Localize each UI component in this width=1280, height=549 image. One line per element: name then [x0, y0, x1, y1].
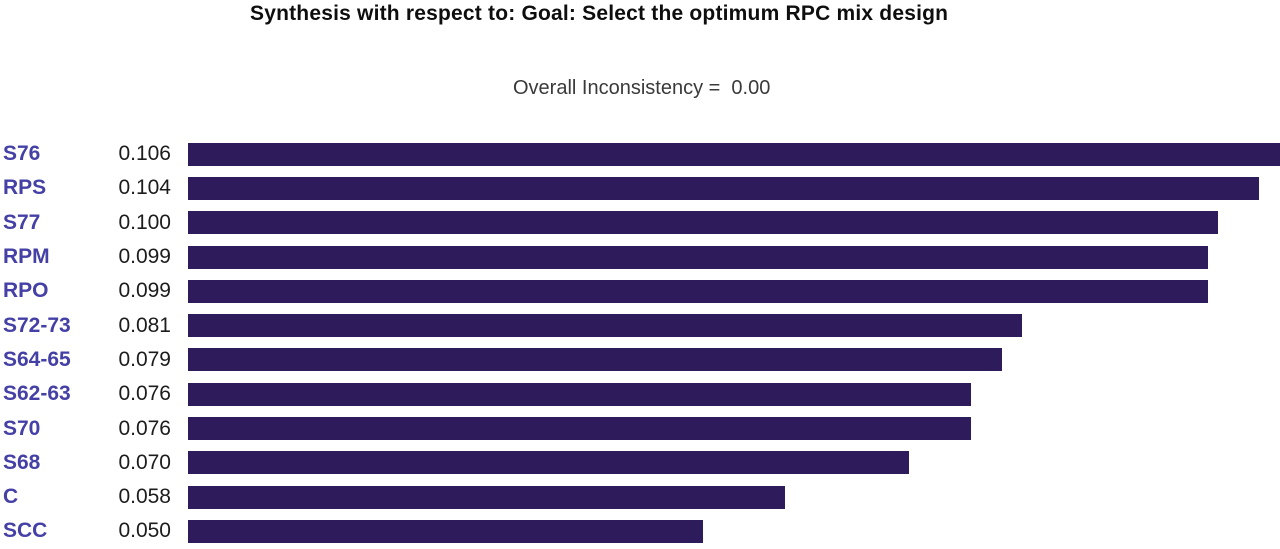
- chart-row: S72-73 0.081: [0, 308, 1280, 342]
- chart-row: S64-65 0.079: [0, 343, 1280, 377]
- chart-row: S62-63 0.076: [0, 377, 1280, 411]
- value-label: 0.081: [118, 313, 171, 337]
- value-label: 0.070: [118, 450, 171, 474]
- chart-row: RPM 0.099: [0, 240, 1280, 274]
- value-label: 0.100: [118, 210, 171, 234]
- priority-bar: [188, 211, 1218, 235]
- category-label: S62-63: [3, 382, 71, 406]
- value-label: 0.104: [118, 176, 171, 200]
- value-label: 0.076: [118, 382, 171, 406]
- category-label: S70: [3, 416, 41, 440]
- priority-bar: [188, 176, 1259, 200]
- overall-inconsistency-label: Overall Inconsistency = 0.00: [513, 77, 771, 99]
- category-label: RPS: [3, 176, 47, 200]
- value-label: 0.099: [118, 245, 171, 269]
- chart-row: SCC 0.050: [0, 514, 1280, 548]
- priority-bar: [188, 451, 909, 475]
- chart-row: S76 0.106: [0, 137, 1280, 171]
- category-label: S76: [3, 142, 41, 166]
- priority-bar: [188, 245, 1208, 269]
- value-label: 0.050: [118, 519, 171, 543]
- chart-row: RPO 0.099: [0, 274, 1280, 308]
- chart-title: Synthesis with respect to: Goal: Select …: [250, 2, 949, 25]
- value-label: 0.106: [118, 142, 171, 166]
- priority-bar: [188, 348, 1002, 372]
- category-label: RPM: [3, 245, 50, 269]
- priority-bar: [188, 142, 1280, 166]
- value-label: 0.076: [118, 416, 171, 440]
- category-label: S64-65: [3, 347, 71, 371]
- chart-row: S70 0.076: [0, 411, 1280, 445]
- category-label: C: [3, 485, 19, 509]
- category-label: S68: [3, 450, 41, 474]
- priority-bar: [188, 417, 971, 441]
- value-label: 0.099: [118, 279, 171, 303]
- value-label: 0.079: [118, 347, 171, 371]
- category-label: SCC: [3, 519, 48, 543]
- chart-row: S68 0.070: [0, 446, 1280, 480]
- priority-bar: [188, 382, 971, 406]
- category-label: S77: [3, 210, 41, 234]
- chart-row: RPS 0.104: [0, 171, 1280, 205]
- priority-bar: [188, 279, 1208, 303]
- bar-chart: S76 0.106 RPS 0.104 S77 0.100 RPM 0.099 RPO 0.099…: [0, 137, 1280, 549]
- value-label: 0.058: [118, 485, 171, 509]
- chart-row: C 0.058: [0, 480, 1280, 514]
- priority-bar: [188, 314, 1022, 338]
- priority-bar: [188, 485, 785, 509]
- chart-row: S77 0.100: [0, 206, 1280, 240]
- priority-bar: [188, 519, 703, 543]
- category-label: S72-73: [3, 313, 71, 337]
- category-label: RPO: [3, 279, 49, 303]
